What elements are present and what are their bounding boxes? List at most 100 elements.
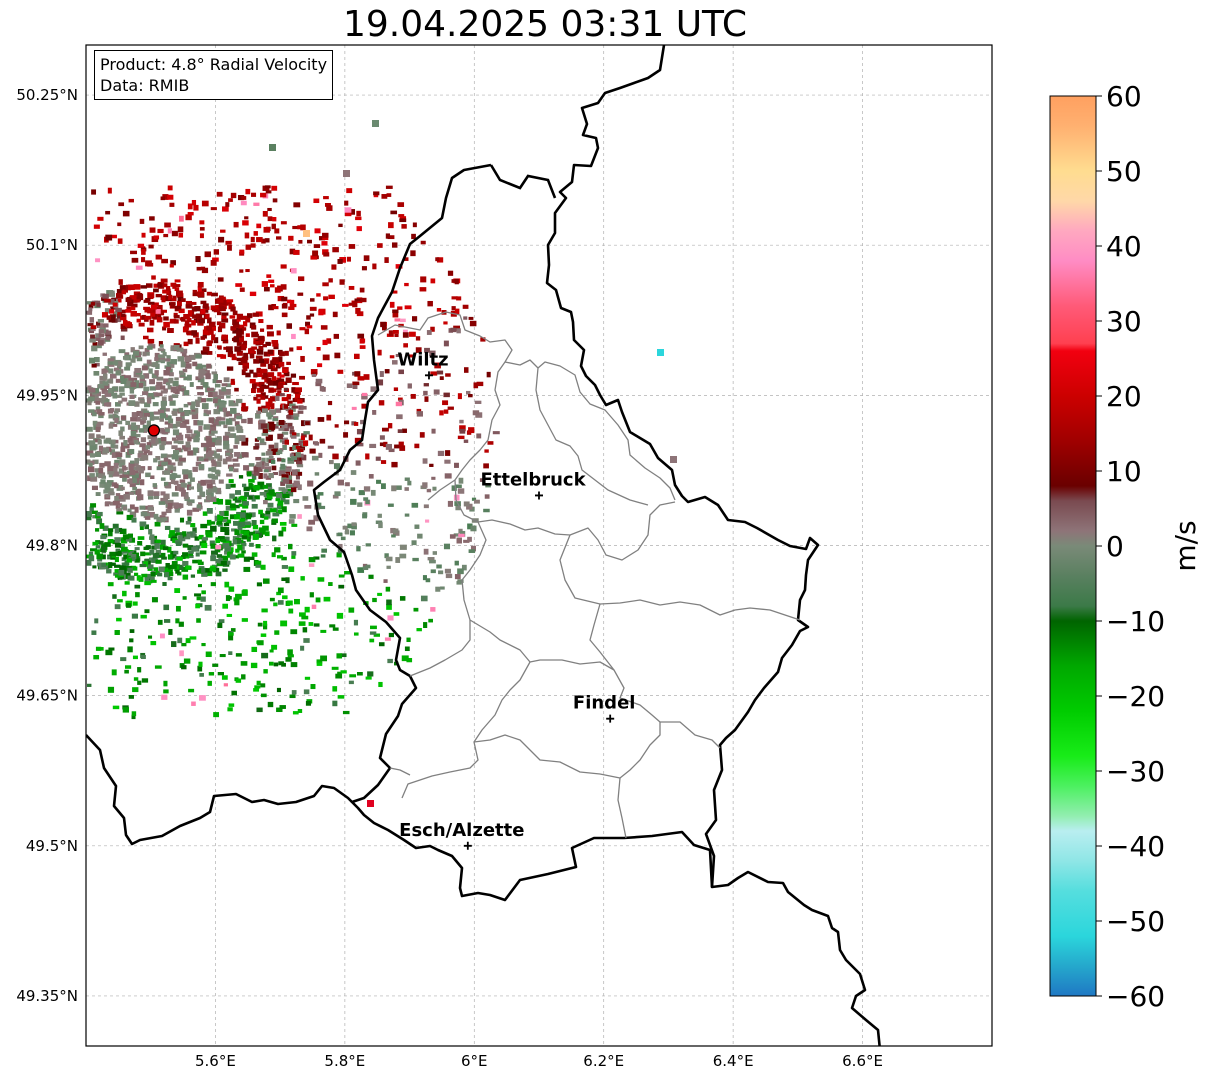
echo-pixel [104, 483, 111, 489]
echo-pixel [193, 420, 200, 426]
echo-pixel [171, 445, 178, 450]
echo-pixel [456, 537, 462, 544]
echo-pixel [316, 293, 321, 297]
echo-pixel [113, 414, 119, 421]
echo-pixel [282, 444, 287, 451]
echo-pixel [166, 454, 174, 458]
echo-pixel [391, 242, 398, 248]
echo-pixel [124, 285, 131, 291]
city-marker-icon [424, 371, 433, 380]
echo-pixel [241, 535, 248, 539]
echo-pixel [255, 413, 261, 419]
echo-pixel [153, 411, 161, 415]
echo-pixel [273, 662, 279, 667]
echo-pixel [129, 537, 136, 543]
echo-pixel [91, 485, 98, 491]
echo-pixel [381, 326, 387, 331]
echo-pixel [336, 467, 342, 472]
echo-pixel [216, 554, 223, 558]
echo-pixel [457, 568, 464, 575]
echo-pixel [241, 452, 249, 458]
echo-pixel [142, 351, 147, 357]
echo-pixel [267, 486, 273, 491]
echo-pixel [309, 298, 315, 302]
echo-pixel [94, 357, 100, 363]
echo-pixel [101, 368, 107, 375]
echo-pixel [263, 372, 268, 379]
echo-pixel [331, 264, 337, 270]
echo-pixel [377, 349, 382, 356]
echo-pixel [112, 471, 120, 477]
echo-pixel [253, 688, 260, 692]
echo-pixel [88, 551, 94, 557]
echo-pixel [90, 325, 97, 330]
echo-pixel [159, 444, 165, 450]
echo-pixel [191, 320, 196, 326]
echo-pixel [114, 556, 119, 563]
echo-pixel [178, 535, 183, 541]
echo-pixel [406, 657, 413, 663]
echo-pixel [148, 511, 155, 518]
echo-pixel [201, 398, 207, 403]
echo-pixel [222, 407, 228, 413]
echo-pixel [163, 457, 169, 462]
echo-pixel [271, 388, 277, 393]
echo-pixel [245, 372, 251, 378]
echo-pixel [154, 543, 160, 549]
echo-pixel [383, 579, 388, 583]
echo-pixel [138, 382, 144, 388]
echo-pixel [114, 417, 119, 423]
echo-pixel [206, 437, 212, 444]
echo-pixel [221, 539, 227, 543]
echo-pixel [348, 244, 356, 249]
echo-pixel [225, 499, 232, 506]
echo-pixel [205, 314, 210, 319]
echo-pixel [162, 194, 169, 200]
echo-pixel [187, 436, 192, 442]
echo-pixel [239, 287, 245, 292]
echo-pixel [180, 411, 185, 417]
echo-pixel [277, 500, 284, 506]
echo-pixel [359, 345, 366, 349]
echo-pixel [271, 465, 277, 471]
echo-pixel [233, 445, 238, 449]
echo-pixel [172, 283, 177, 289]
echo-pixel [275, 408, 282, 413]
echo-pixel [182, 596, 187, 600]
echo-pixel [207, 452, 213, 456]
echo-pixel [225, 483, 231, 490]
echo-pixel [263, 360, 269, 364]
echo-pixel [86, 426, 93, 432]
echo-pixel [142, 335, 149, 340]
echo-pixel [423, 548, 429, 555]
echo-pixel [159, 413, 166, 419]
echo-pixel [303, 431, 310, 435]
echo-pixel [388, 222, 394, 229]
echo-pixel [338, 223, 343, 228]
echo-pixel [237, 533, 243, 538]
echo-pixel [232, 310, 238, 316]
echo-pixel [388, 632, 395, 638]
echo-pixel [266, 483, 272, 488]
echo-pixel [122, 465, 127, 471]
echo-pixel [333, 463, 341, 469]
echo-pixel [277, 372, 282, 377]
echo-pixel [260, 392, 266, 398]
echo-pixel [228, 466, 234, 472]
echo-pixel [373, 191, 380, 196]
echo-pixel [92, 565, 97, 569]
echo-pixel [306, 325, 313, 329]
echo-pixel [326, 414, 332, 421]
echo-pixel [154, 352, 160, 359]
echo-pixel [215, 538, 221, 544]
echo-pixel [201, 267, 209, 274]
echo-pixel [231, 356, 237, 361]
echo-pixel [104, 308, 111, 314]
echo-pixel [107, 539, 114, 544]
echo-pixel [236, 318, 241, 322]
echo-pixel [182, 531, 187, 537]
echo-pixel [140, 655, 146, 660]
echo-pixel [102, 293, 109, 299]
echo-pixel [426, 488, 432, 493]
echo-pixel [143, 412, 150, 417]
